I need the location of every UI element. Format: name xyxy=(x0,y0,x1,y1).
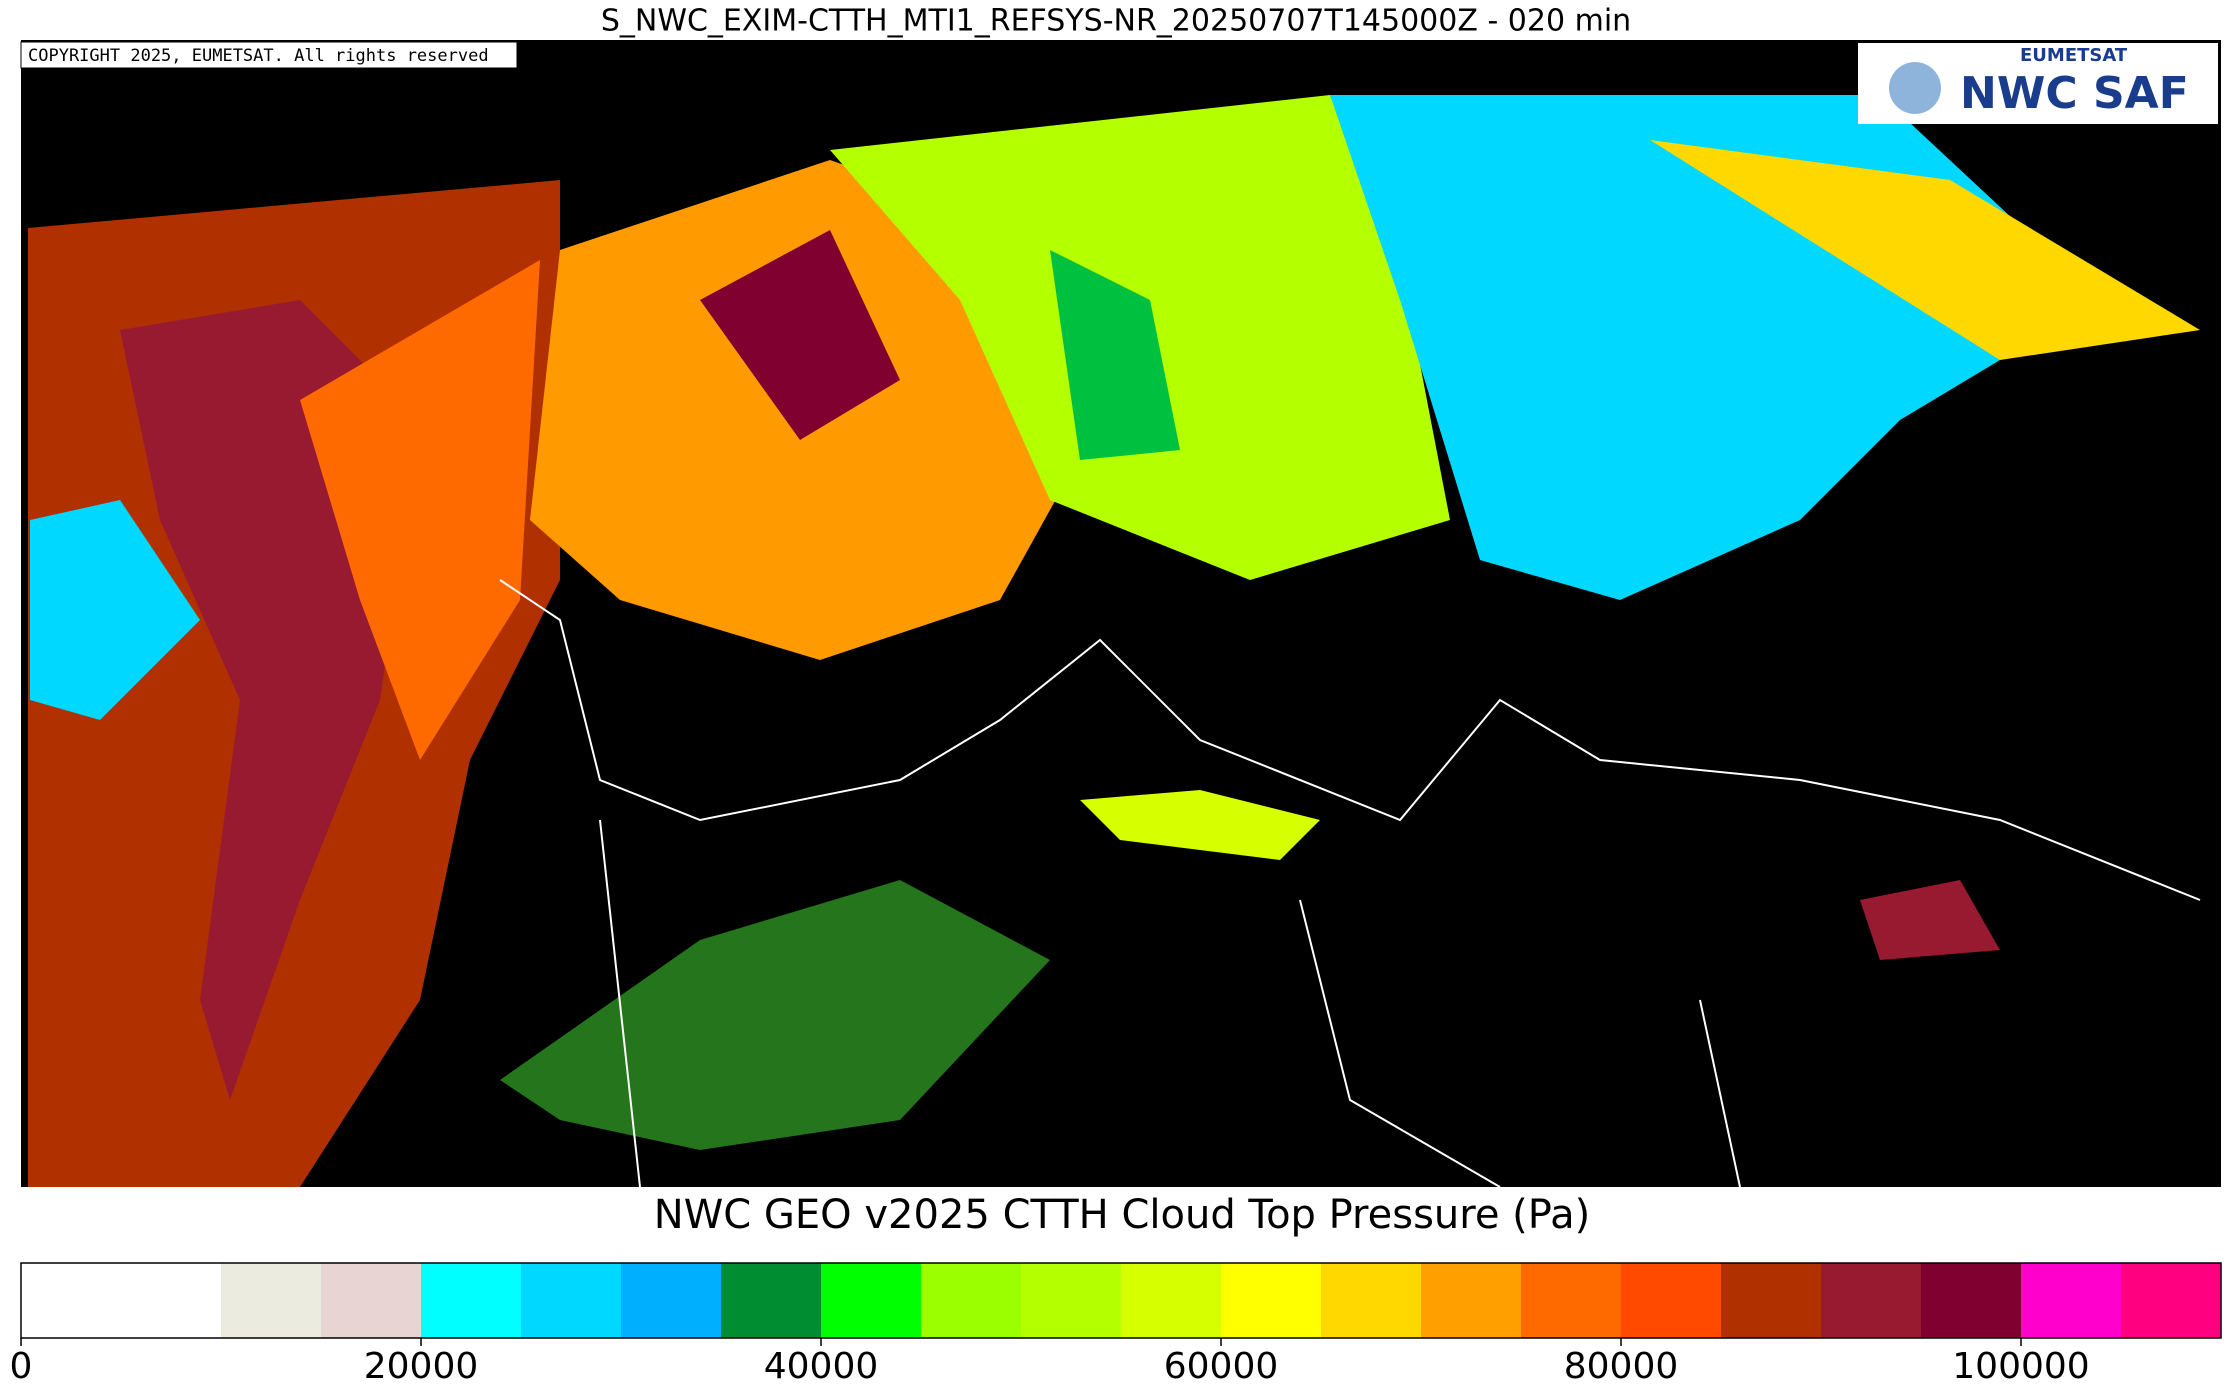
map: COPYRIGHT 2025, EUMETSAT. All rights res… xyxy=(20,40,2221,1188)
cloud-region xyxy=(1050,250,1180,460)
colorbar-segment xyxy=(1821,1263,1921,1338)
colorbar-segment xyxy=(721,1263,821,1338)
colorbar-segment xyxy=(321,1263,421,1338)
colorbar-segment xyxy=(1421,1263,1521,1338)
colorbar-segment xyxy=(21,1263,221,1338)
copyright-box xyxy=(20,41,518,69)
colorbar-segment xyxy=(221,1263,321,1338)
colorbar-segment xyxy=(421,1263,521,1338)
boundary-lines xyxy=(499,579,2201,1188)
tick-label: 100000 xyxy=(1952,1346,2089,1387)
colorbar-segment xyxy=(821,1263,921,1338)
colorbar-segment xyxy=(1521,1263,1621,1338)
cloud-region xyxy=(1080,790,1320,860)
copyright: COPYRIGHT 2025, EUMETSAT. All rights res… xyxy=(28,46,489,66)
colorbar-segment xyxy=(921,1263,1021,1338)
colorbar-segment xyxy=(621,1263,721,1338)
cloud-region xyxy=(300,260,540,760)
cloud-region xyxy=(700,230,900,440)
tick-label: 20000 xyxy=(364,1346,479,1387)
tick-label: 80000 xyxy=(1564,1346,1679,1387)
colorbar-segment xyxy=(1721,1263,1821,1338)
logo-product: NWC SAF xyxy=(1960,68,2189,119)
tick-label: 40000 xyxy=(764,1346,879,1387)
colorbar: 0 20000 40000 60000 80000 100000 xyxy=(10,1262,2222,1387)
logo-org: EUMETSAT xyxy=(2020,45,2128,66)
colorbar-segment xyxy=(2121,1263,2221,1338)
colorbar-segment xyxy=(2021,1263,2121,1338)
colorbar-segment xyxy=(1221,1263,1321,1338)
colorbar-title: NWC GEO v2025 CTTH Cloud Top Pressure (P… xyxy=(654,1192,1590,1238)
colorbar-frame xyxy=(20,1262,2222,1339)
tick-label: 60000 xyxy=(1164,1346,1279,1387)
colorbar-segment xyxy=(521,1263,621,1338)
cloud-region xyxy=(1650,140,2200,360)
colorbar-segment xyxy=(1121,1263,1221,1338)
colorbar-segment xyxy=(1921,1263,2021,1338)
title: S_NWC_EXIM-CTTH_MTI1_REFSYS-NR_20250707T… xyxy=(601,4,1631,39)
cloud-region xyxy=(500,880,1050,1150)
cloud-region xyxy=(1860,880,2000,960)
colorbar-segment xyxy=(1021,1263,1121,1338)
logo-icon xyxy=(1889,62,1941,114)
colorbar-segment xyxy=(1321,1263,1421,1338)
cloud-region xyxy=(30,500,200,720)
tick-label: 0 xyxy=(10,1346,33,1387)
colorbar-segment xyxy=(1621,1263,1721,1338)
